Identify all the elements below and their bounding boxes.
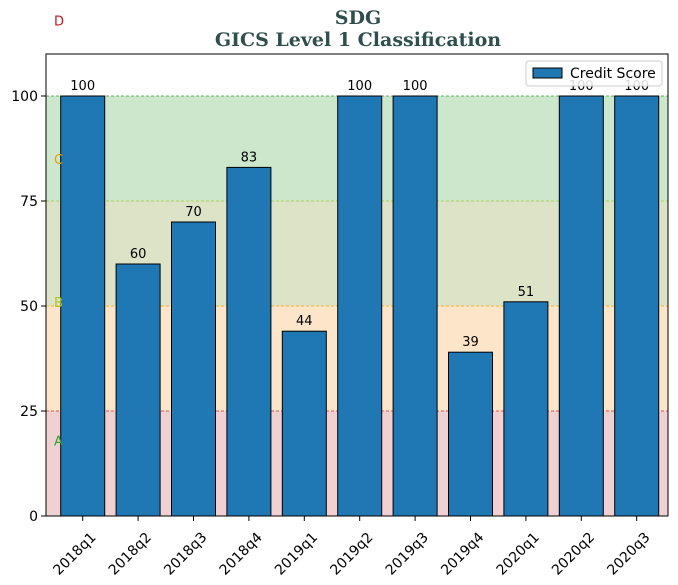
x-tick-label-2018q4: 2018q4 <box>217 529 266 578</box>
bar-2018q3 <box>171 221 216 517</box>
bar-2019q2 <box>337 95 383 517</box>
zone-label-B: B <box>54 296 63 311</box>
y-tick-label: 100 <box>11 89 38 105</box>
y-tick-label: 25 <box>20 404 38 420</box>
legend-box <box>525 60 663 87</box>
legend-swatch <box>532 67 563 79</box>
data-label-2019q1: 44 <box>296 314 313 329</box>
data-label-2019q3: 100 <box>403 79 428 94</box>
bar-2019q1 <box>281 330 327 517</box>
y-tick-label: 75 <box>20 194 38 210</box>
x-tick-label-2019q2: 2019q2 <box>327 530 376 579</box>
x-tick-label-2020q1: 2020q1 <box>494 530 543 579</box>
bar-2018q4 <box>226 166 272 517</box>
chart-subtitle: GICS Level 1 Classification <box>215 29 501 51</box>
x-tick-label-2018q3: 2018q3 <box>161 530 210 579</box>
data-label-2020q1: 51 <box>518 285 535 300</box>
zone-label-A: A <box>54 434 63 449</box>
x-tick-label-2019q3: 2019q3 <box>383 530 432 579</box>
data-label-2018q3: 70 <box>185 205 202 220</box>
zone-label-C: C <box>54 153 63 168</box>
bar-2019q3 <box>392 95 438 517</box>
bar-2020q3 <box>614 95 660 517</box>
bar-2018q2 <box>115 263 161 517</box>
data-label-2019q2: 100 <box>347 79 372 94</box>
data-label-2018q1: 100 <box>70 79 95 94</box>
legend-label: Credit Score <box>570 66 656 82</box>
bar-2018q1 <box>60 95 106 517</box>
x-tick-label-2020q3: 2020q3 <box>604 530 653 579</box>
y-tick-label: 50 <box>20 299 38 315</box>
y-tick-label: 0 <box>29 509 38 525</box>
plot-frame <box>45 53 669 517</box>
data-label-2019q4: 39 <box>462 335 479 350</box>
bar-2019q4 <box>448 351 493 517</box>
x-tick-label-2019q1: 2019q1 <box>272 530 321 579</box>
x-tick-label-2018q1: 2018q1 <box>50 530 99 579</box>
chart-title: SDG <box>335 7 381 29</box>
zone-label-D: D <box>54 14 64 29</box>
bar-2020q2 <box>558 95 604 517</box>
x-tick-label-2020q2: 2020q2 <box>549 530 598 579</box>
legend: Credit Score <box>525 60 663 87</box>
data-label-2018q4: 83 <box>241 150 258 165</box>
x-tick-label-2019q4: 2019q4 <box>438 529 487 578</box>
data-label-2018q2: 60 <box>130 247 147 262</box>
bar-2020q1 <box>503 301 549 517</box>
x-tick-label-2018q2: 2018q2 <box>106 530 155 579</box>
